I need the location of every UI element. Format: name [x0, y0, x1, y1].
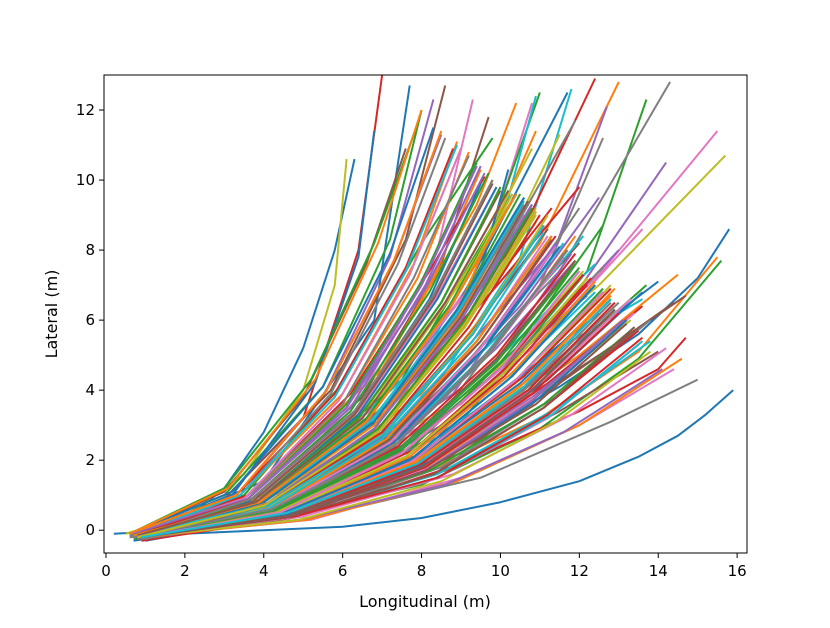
y-tick-label-6: 6: [85, 311, 95, 329]
x-tick-label-12: 12: [570, 562, 589, 580]
y-tick-label-0: 0: [85, 521, 95, 539]
x-axis-ticks: 0 2 4 6 8 10 12 14 16: [101, 553, 747, 580]
series-line-74: [129, 123, 419, 535]
series-line-241: [141, 298, 612, 539]
series-line-112: [129, 127, 435, 535]
x-tick-label-4: 4: [259, 562, 269, 580]
series-line-151: [137, 144, 458, 535]
series-line-237: [137, 190, 510, 537]
series-line-240: [137, 211, 537, 539]
y-tick-label-8: 8: [85, 241, 95, 259]
series-line-202: [137, 197, 525, 539]
x-tick-label-6: 6: [338, 562, 348, 580]
series-line-123: [129, 109, 423, 535]
plot-frame: [103, 74, 748, 554]
series-line-227: [133, 308, 616, 539]
x-tick-label-8: 8: [417, 562, 427, 580]
series-line-239: [133, 249, 569, 539]
series-line-1: [129, 389, 734, 537]
x-tick-label-14: 14: [649, 562, 668, 580]
x-tick-label-10: 10: [491, 562, 510, 580]
series-line-196: [133, 165, 478, 535]
series-line-229: [141, 179, 494, 537]
y-axis-ticks: 0 2 4 6 8 10 12: [76, 101, 104, 539]
y-axis-label: Lateral (m): [42, 270, 61, 359]
x-tick-label-2: 2: [180, 562, 190, 580]
series-line-47: [129, 148, 407, 535]
x-tick-label-16: 16: [728, 562, 747, 580]
x-tick-label-0: 0: [101, 562, 111, 580]
series-layer: [113, 75, 734, 542]
series-line-160: [137, 350, 651, 539]
y-tick-label-12: 12: [76, 101, 95, 119]
y-tick-label-2: 2: [85, 451, 95, 469]
y-tick-label-4: 4: [85, 381, 95, 399]
series-line-173: [129, 130, 443, 535]
x-axis-label: Longitudinal (m): [359, 592, 491, 611]
y-tick-label-10: 10: [76, 171, 95, 189]
